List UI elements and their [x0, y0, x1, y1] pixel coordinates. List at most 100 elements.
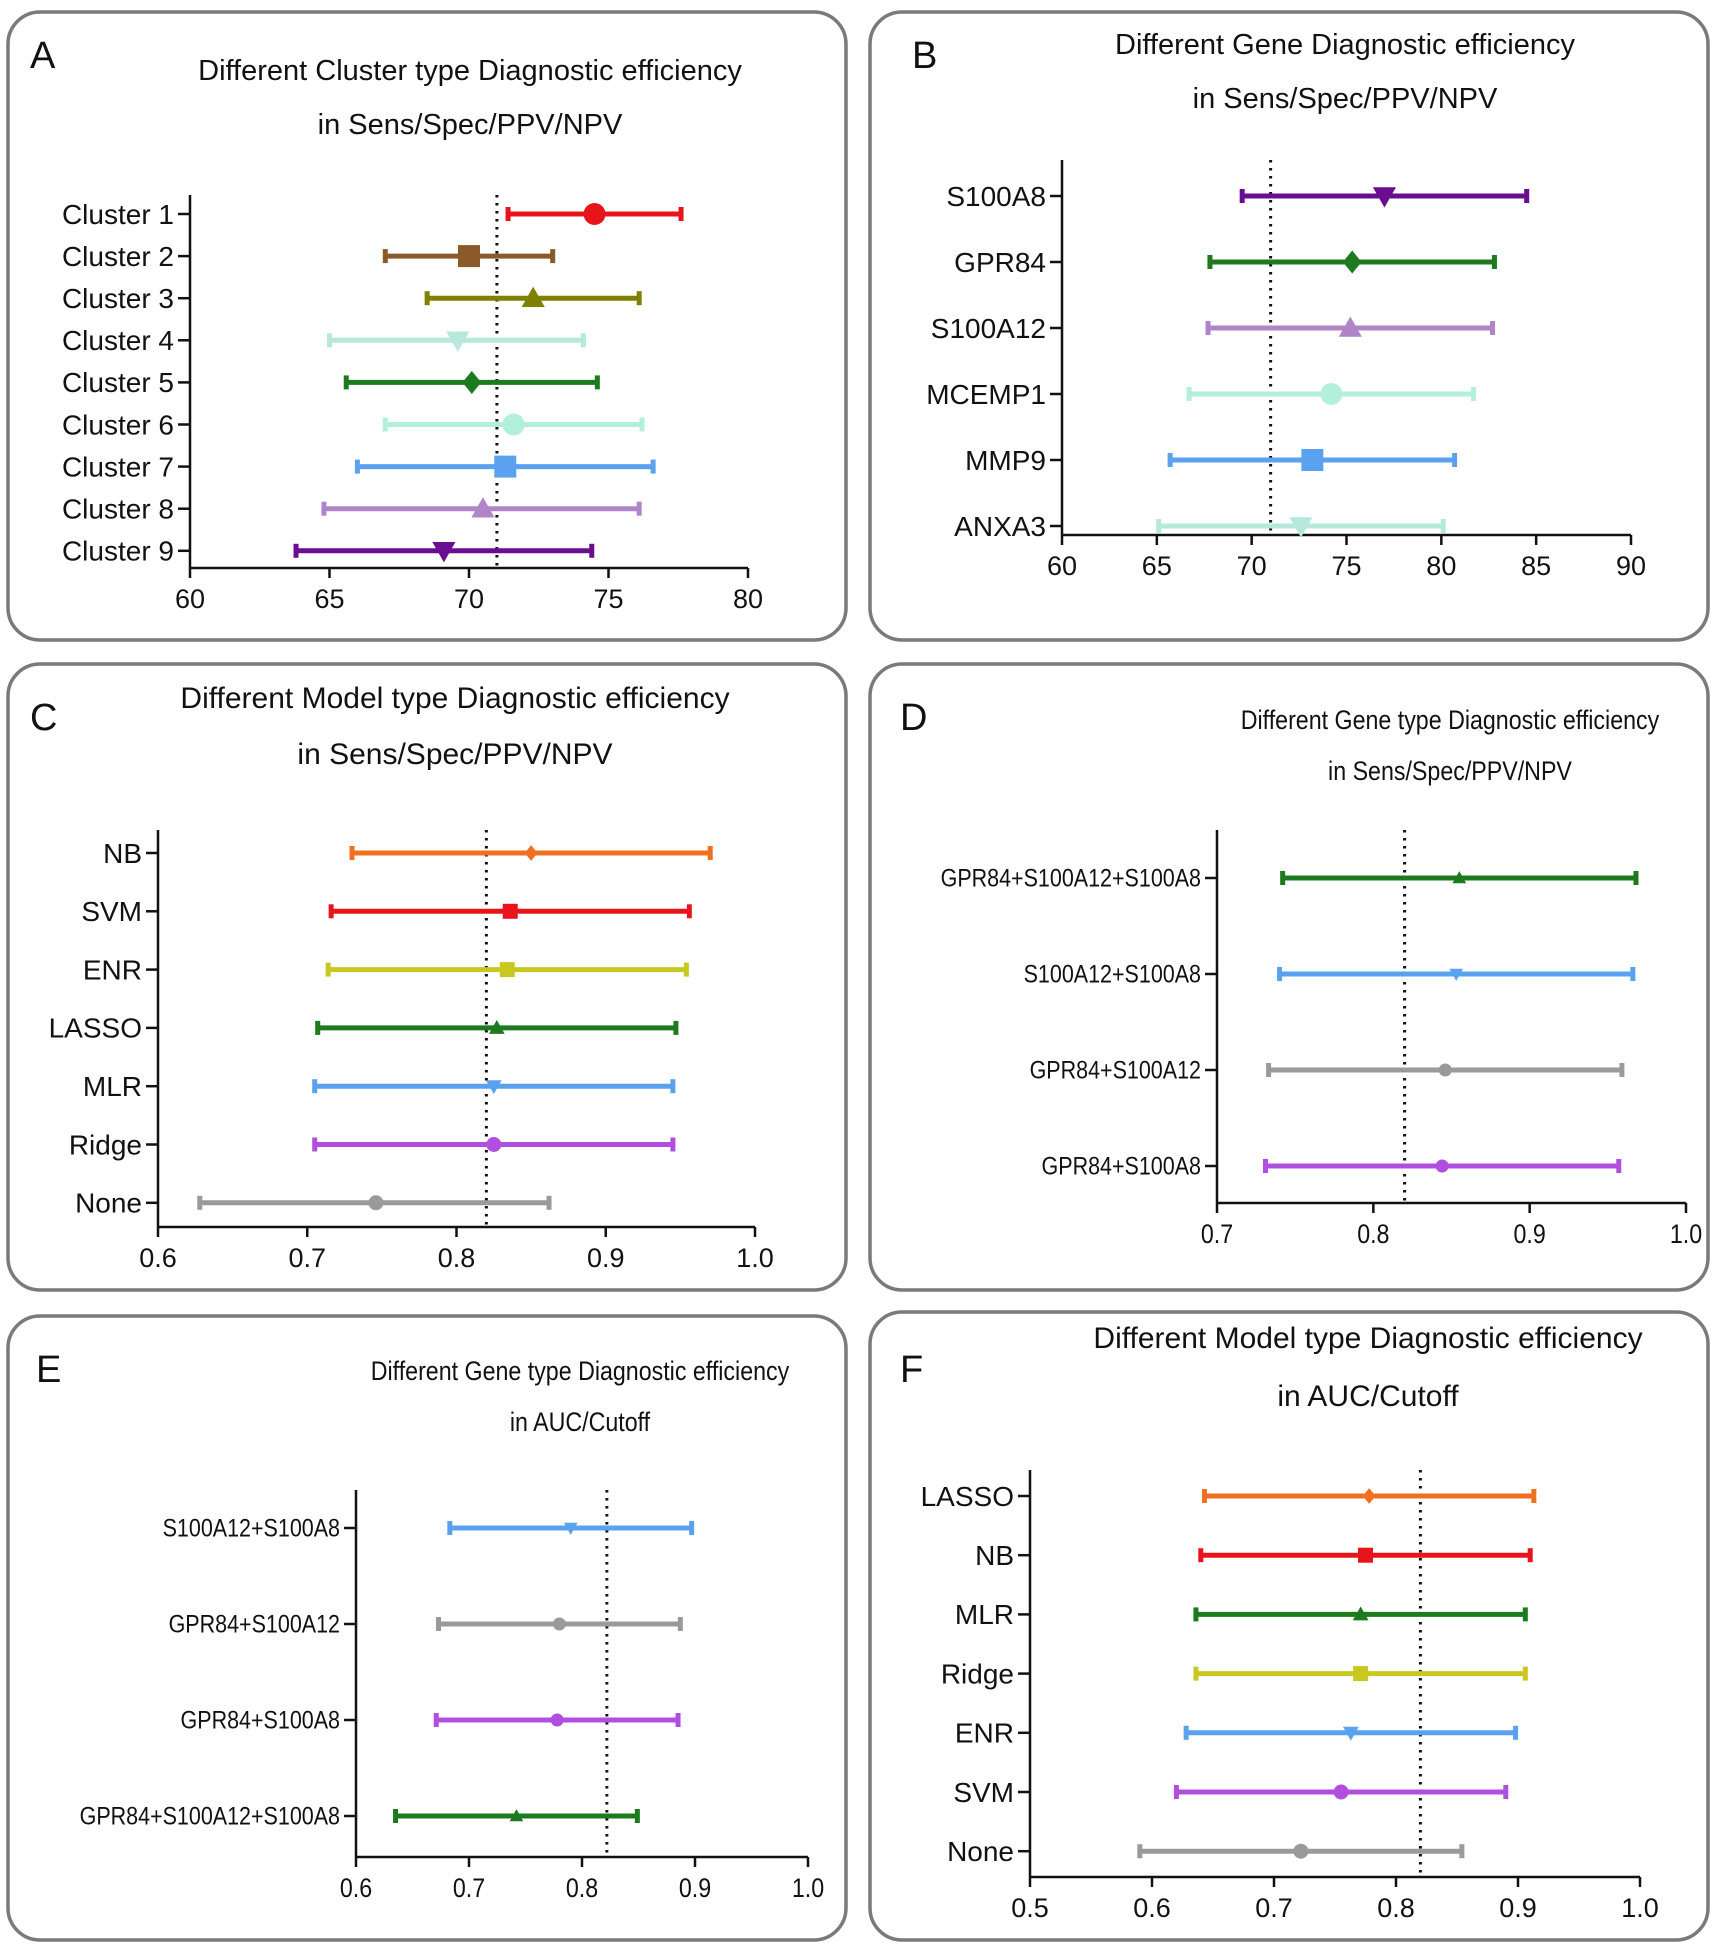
category-label: GPR84: [954, 247, 1046, 278]
panel-frame: [6, 10, 848, 642]
category-label: Cluster 3: [62, 283, 174, 314]
category-label: S100A12+S100A8: [163, 1514, 340, 1542]
panel-letter: F: [900, 1349, 923, 1391]
category-label: Cluster 5: [62, 367, 174, 398]
category-label: Cluster 1: [62, 199, 174, 230]
panel-letter: E: [36, 1349, 61, 1391]
point-estimate-marker: [1435, 1159, 1449, 1173]
row-cluster-4: Cluster 4: [62, 325, 586, 356]
x-tick-label: 0.6: [139, 1243, 177, 1273]
chart-title-line-1: Different Gene type Diagnostic efficienc…: [1241, 705, 1660, 735]
row-mmp9: MMP9: [965, 445, 1458, 476]
point-estimate-marker: [563, 1522, 578, 1535]
category-label: Cluster 8: [62, 494, 174, 525]
x-tick-label: 0.7: [288, 1243, 326, 1273]
category-label: None: [947, 1836, 1014, 1867]
x-tick-label: 0.8: [1377, 1893, 1415, 1923]
category-label: Cluster 4: [62, 325, 174, 356]
panel-frame: [868, 1310, 1710, 1942]
x-tick-label: 0.9: [1514, 1219, 1546, 1249]
panel-letter: A: [30, 35, 56, 77]
panel-letter: C: [30, 697, 57, 739]
row-cluster-2: Cluster 2: [62, 241, 556, 272]
category-label: NB: [103, 838, 142, 869]
category-label: SVM: [953, 1777, 1014, 1808]
point-estimate-marker: [1352, 1606, 1369, 1621]
row-s100a12-s100a8: S100A12+S100A8: [163, 1514, 695, 1542]
category-label: ENR: [83, 954, 142, 985]
point-estimate-marker: [488, 1020, 505, 1034]
panel-f: F Different Model type Diagnostic efficie…: [868, 1310, 1710, 1942]
x-tick-label: 1.0: [1670, 1219, 1702, 1249]
x-tick-label: 70: [1237, 551, 1267, 581]
category-label: Cluster 9: [62, 536, 174, 567]
category-label: GPR84+S100A12+S100A8: [941, 864, 1201, 892]
chart-title-line-1: Different Model type Diagnostic efficien…: [180, 682, 729, 715]
point-estimate-marker: [458, 245, 480, 268]
category-label: GPR84+S100A12+S100A8: [80, 1802, 340, 1830]
row-cluster-5: Cluster 5: [62, 367, 600, 398]
category-label: MLR: [83, 1071, 142, 1102]
row-ridge: Ridge: [941, 1658, 1528, 1689]
x-tick-label: 80: [733, 584, 763, 614]
chart-title-line-1: Different Gene Diagnostic efficiency: [1115, 29, 1575, 61]
row-gpr84-s100a12-s100a8: GPR84+S100A12+S100A8: [941, 864, 1639, 892]
chart-title-line-2: in Sens/Spec/PPV/NPV: [1193, 83, 1498, 115]
row-gpr84-s100a8: GPR84+S100A8: [181, 1706, 681, 1734]
point-estimate-marker: [446, 331, 470, 352]
point-estimate-marker: [1293, 1843, 1309, 1859]
x-tick-label: 65: [1142, 551, 1172, 581]
point-estimate-marker: [1342, 250, 1362, 274]
category-label: None: [75, 1188, 142, 1219]
category-label: SVM: [81, 896, 142, 927]
x-tick-label: 0.8: [1357, 1219, 1389, 1249]
point-estimate-marker: [1358, 1547, 1373, 1563]
row-svm: SVM: [953, 1777, 1509, 1808]
x-tick-label: 90: [1616, 551, 1646, 581]
chart-title-line-1: Different Cluster type Diagnostic effici…: [198, 55, 742, 87]
category-label: NB: [975, 1540, 1014, 1571]
category-label: ANXA3: [954, 511, 1046, 542]
category-label: GPR84+S100A8: [181, 1706, 340, 1734]
point-estimate-marker: [462, 370, 482, 394]
category-label: GPR84+S100A12: [1030, 1056, 1201, 1084]
row-cluster-1: Cluster 1: [62, 199, 684, 230]
category-label: S100A12: [931, 313, 1046, 344]
row-enr: ENR: [83, 954, 689, 985]
row-nb: NB: [103, 838, 713, 869]
point-estimate-marker: [494, 455, 517, 478]
x-tick-label: 65: [314, 584, 344, 614]
row-s100a12: S100A12: [931, 313, 1496, 344]
row-svm: SVM: [81, 896, 692, 927]
point-estimate-marker: [1362, 1488, 1376, 1504]
x-tick-label: 0.9: [679, 1873, 711, 1903]
panel-b: B Different Gene Diagnostic efficiency in …: [868, 10, 1710, 642]
point-estimate-marker: [1301, 449, 1324, 471]
point-estimate-marker: [432, 542, 456, 563]
category-label: MLR: [955, 1599, 1014, 1630]
chart-title-line-2: in Sens/Spec/PPV/NPV: [297, 738, 612, 771]
panel-frame: [6, 1314, 848, 1942]
row-lasso: LASSO: [921, 1481, 1537, 1512]
category-label: Cluster 6: [62, 409, 174, 440]
x-tick-label: 0.8: [566, 1873, 598, 1903]
point-estimate-marker: [1452, 871, 1467, 884]
point-estimate-marker: [485, 1080, 502, 1095]
row-s100a12-s100a8: S100A12+S100A8: [1024, 960, 1636, 988]
row-none: None: [947, 1836, 1465, 1867]
point-estimate-marker: [502, 903, 518, 919]
category-label: GPR84+S100A12: [169, 1610, 340, 1638]
chart-title-line-1: Different Gene type Diagnostic efficienc…: [371, 1356, 790, 1386]
x-tick-label: 1.0: [736, 1243, 774, 1273]
point-estimate-marker: [1338, 316, 1362, 337]
point-estimate-marker: [583, 203, 606, 225]
row-cluster-6: Cluster 6: [62, 409, 645, 440]
point-estimate-marker: [1449, 968, 1464, 981]
x-tick-label: 0.9: [587, 1243, 625, 1273]
row-gpr84: GPR84: [954, 247, 1497, 278]
chart-title-line-2: in AUC/Cutoff: [510, 1407, 651, 1437]
row-nb: NB: [975, 1540, 1533, 1571]
x-tick-label: 80: [1426, 551, 1456, 581]
row-ridge: Ridge: [69, 1129, 676, 1160]
